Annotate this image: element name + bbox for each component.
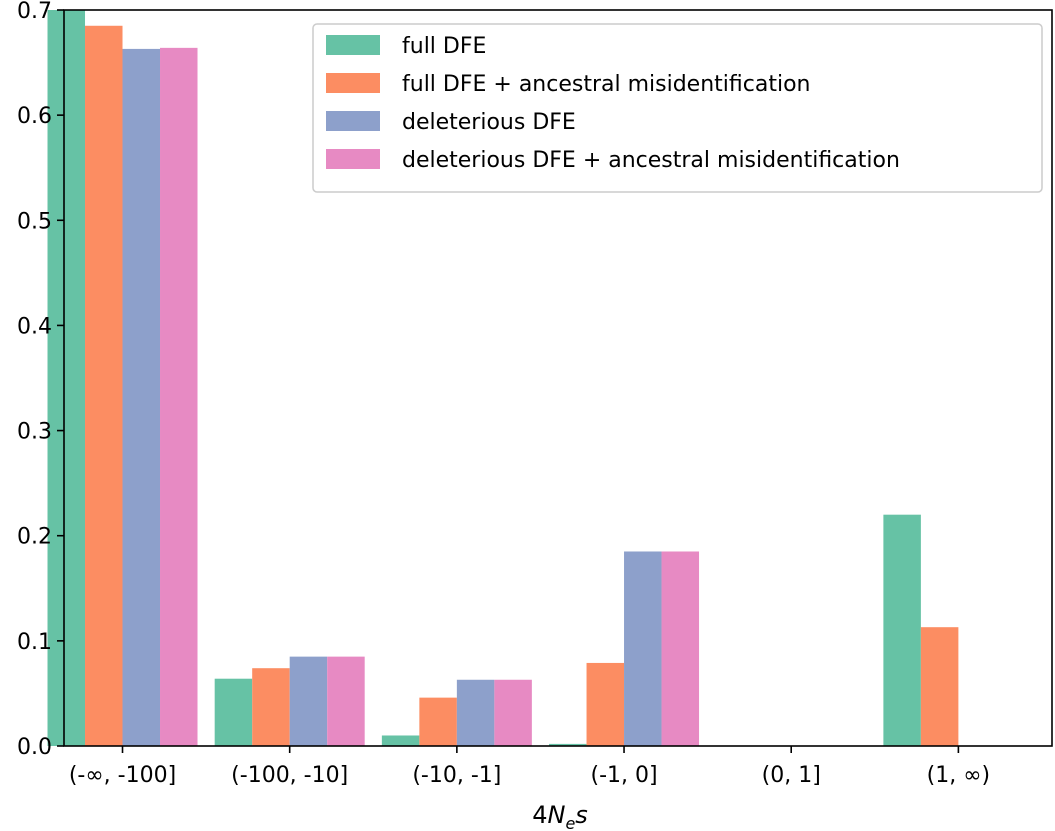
legend-label-1: full DFE xyxy=(402,34,486,59)
legend-label-2: full DFE + ancestral misidentification xyxy=(402,72,810,97)
y-tick-label: 0.5 xyxy=(17,209,52,234)
legend-label-4: deleterious DFE + ancestral misidentific… xyxy=(402,148,900,173)
legend-swatch-1 xyxy=(326,35,380,55)
bar-1-2 xyxy=(214,678,253,746)
bar-2-3 xyxy=(419,697,457,746)
x-tick-label: (0, 1] xyxy=(762,763,821,788)
legend-box xyxy=(312,23,1043,193)
bar-3-4 xyxy=(624,551,662,746)
legend-swatch-3 xyxy=(326,111,380,131)
x-tick-label: (-100, -10] xyxy=(231,763,348,788)
x-tick-label: (-1, 0] xyxy=(590,763,657,788)
legend-label-3: deleterious DFE xyxy=(402,110,576,135)
y-tick-label: 0.7 xyxy=(17,0,52,24)
bar-4-4 xyxy=(661,551,700,746)
y-tick-label: 0.0 xyxy=(17,735,52,760)
bar-3-3 xyxy=(456,679,495,746)
y-tick-label: 0.1 xyxy=(17,630,52,655)
x-axis-ticks: (-∞, -100] (-100, -10] (-10, -1] (-1, 0] (0,… xyxy=(69,746,990,788)
legend-swatch-2 xyxy=(326,73,380,93)
bar-2-6 xyxy=(920,627,959,746)
bar-4-2 xyxy=(327,656,365,746)
y-tick-label: 0.4 xyxy=(17,314,52,339)
legend-swatch-4 xyxy=(326,149,380,169)
x-tick-label: (1, ∞) xyxy=(927,763,990,788)
bar-4-3 xyxy=(494,679,532,746)
y-tick-label: 0.6 xyxy=(17,104,52,129)
x-tick-label: (-10, -1] xyxy=(412,763,501,788)
plot-frame xyxy=(63,9,1053,747)
x-tick-label: (-∞, -100] xyxy=(69,763,176,788)
bar-2-4 xyxy=(586,662,625,746)
axes-group xyxy=(63,9,1053,747)
y-tick-label: 0.3 xyxy=(17,420,52,445)
bar-4-1 xyxy=(160,47,198,746)
bar-3-1 xyxy=(122,48,161,747)
bar-1-4 xyxy=(549,743,587,746)
bars-group xyxy=(47,10,959,747)
bar-2-2 xyxy=(252,668,290,746)
legend: full DFE full DFE + ancestral misidentifi… xyxy=(312,23,1043,193)
bar-1-6 xyxy=(883,514,921,746)
bar-1-1 xyxy=(47,10,86,746)
x-axis-label: 4Nes xyxy=(532,801,588,831)
bar-1-3 xyxy=(381,735,420,746)
y-tick-label: 0.2 xyxy=(17,525,52,550)
bar-3-2 xyxy=(289,656,328,746)
bar-2-1 xyxy=(85,25,123,747)
y-axis-ticks: 0.0 0.1 0.2 0.3 0.4 0.5 0.6 0.7 xyxy=(17,0,64,760)
